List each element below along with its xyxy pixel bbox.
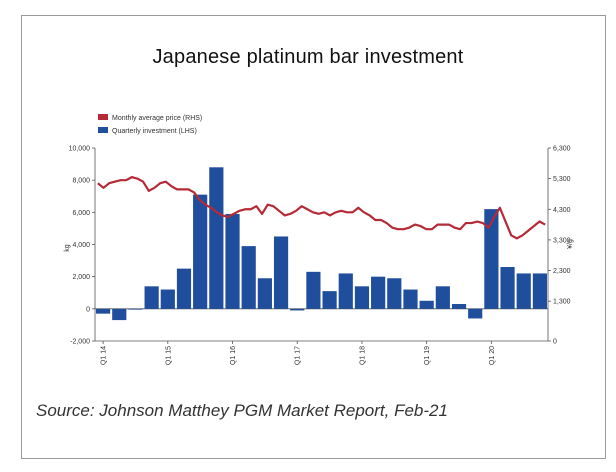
- y-left-tick-label: 4,000: [72, 242, 90, 249]
- bar: [435, 286, 450, 309]
- bar: [484, 209, 499, 309]
- y-axis-right-label: ¥/g: [567, 239, 574, 249]
- bar: [451, 304, 467, 309]
- bar: [532, 273, 547, 309]
- y-right-tick-label: 3,300: [553, 237, 571, 244]
- bar: [403, 289, 418, 309]
- legend-swatch-bars: [98, 127, 108, 133]
- x-tick-label: Q1 19: [424, 346, 431, 365]
- bar: [241, 246, 256, 309]
- x-tick-label: Q1 18: [359, 346, 366, 365]
- y-left-tick-label: 8,000: [72, 178, 90, 185]
- bar: [338, 273, 353, 309]
- bar: [468, 308, 483, 319]
- bar: [371, 276, 386, 309]
- y-right-tick-label: 0: [553, 339, 557, 346]
- bar: [209, 167, 224, 309]
- y-left-tick-label: 6,000: [72, 210, 90, 217]
- y-left-tick-label: 10,000: [69, 146, 91, 153]
- bar: [419, 300, 434, 309]
- chart-title: Japanese platinum bar investment: [152, 46, 464, 68]
- bar: [112, 308, 127, 321]
- bar: [354, 286, 370, 309]
- y-left-tick-label: -2,000: [70, 339, 90, 346]
- bar: [144, 286, 159, 309]
- legend-label-bars: Quarterly investment (LHS): [112, 128, 197, 135]
- y-axis-left-label: kg: [64, 244, 71, 252]
- bar: [387, 278, 402, 309]
- bar: [322, 291, 337, 309]
- x-tick-label: Q1 14: [101, 346, 108, 365]
- bar: [96, 308, 111, 314]
- bar: [257, 278, 272, 309]
- bar: [176, 268, 192, 309]
- y-right-tick-label: 1,300: [553, 299, 571, 306]
- chart-frame: [21, 15, 606, 459]
- bar: [290, 308, 305, 311]
- y-right-tick-label: 6,300: [553, 146, 571, 153]
- legend-swatch-line: [98, 114, 108, 120]
- bar: [273, 236, 289, 309]
- x-tick-label: Q1 20: [489, 346, 496, 365]
- bar: [516, 273, 531, 309]
- y-left-tick-label: 2,000: [72, 274, 90, 281]
- y-left-tick-label: 0: [86, 306, 90, 313]
- bar: [193, 194, 208, 309]
- y-right-tick-label: 4,300: [553, 207, 571, 214]
- chart-source: Source: Johnson Matthey PGM Market Repor…: [36, 401, 448, 420]
- price-line: [97, 176, 546, 240]
- y-right-tick-label: 5,300: [553, 176, 571, 183]
- legend-label-line: Monthly average price (RHS): [112, 115, 202, 122]
- y-right-tick-label: 2,300: [553, 268, 571, 275]
- bar: [160, 289, 175, 309]
- bar: [225, 213, 240, 309]
- x-tick-label: Q1 15: [165, 346, 172, 365]
- legend: Monthly average price (RHS) Quarterly in…: [98, 114, 202, 135]
- x-tick-label: Q1 16: [230, 346, 237, 365]
- bar: [306, 271, 321, 309]
- bar: [500, 267, 515, 309]
- x-tick-label: Q1 17: [295, 346, 302, 365]
- bar: [128, 308, 143, 310]
